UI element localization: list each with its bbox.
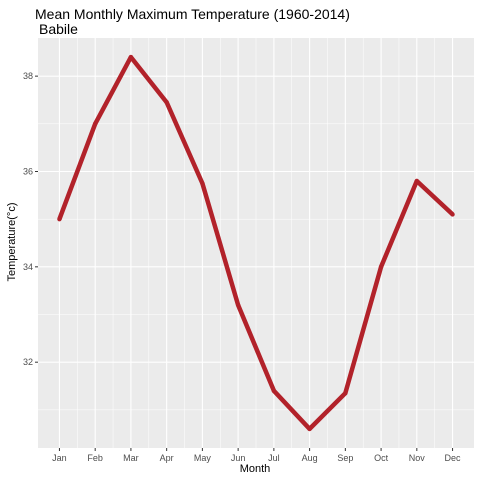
chart-title: Mean Monthly Maximum Temperature (1960-2…	[35, 6, 350, 22]
temperature-line	[57, 54, 455, 432]
data-point	[343, 390, 348, 396]
data-point	[450, 212, 455, 217]
x-tick-label: Feb	[87, 453, 103, 463]
x-tick-label: Dec	[445, 453, 462, 463]
y-tick-label: 34	[23, 262, 33, 272]
y-axis: 32 34 36 38	[23, 71, 38, 367]
chart-subtitle: Babile	[39, 21, 78, 37]
x-tick-label: Apr	[160, 453, 174, 463]
x-tick-label: Aug	[302, 453, 318, 463]
x-tick-label: May	[194, 453, 212, 463]
x-tick-label: Sep	[337, 453, 353, 463]
major-gridlines	[38, 38, 474, 448]
x-tick-label: Jul	[268, 453, 280, 463]
minor-gridlines	[38, 38, 474, 448]
x-axis: Jan Feb Mar Apr May Jun Jul Aug Sep Oct Nov Dec	[52, 448, 461, 463]
data-point	[378, 264, 384, 270]
x-tick-label: Mar	[123, 453, 139, 463]
x-axis-title: Month	[240, 463, 271, 475]
x-tick-label: Jun	[231, 453, 246, 463]
y-tick-label: 36	[23, 166, 33, 176]
data-point	[307, 426, 312, 432]
y-axis-title: Temperature(°c)	[6, 203, 18, 282]
data-point	[164, 100, 169, 105]
y-tick-label: 32	[23, 357, 33, 367]
data-point	[92, 121, 98, 127]
x-tick-label: Nov	[409, 453, 426, 463]
x-tick-label: Oct	[374, 453, 389, 463]
data-point	[414, 178, 420, 184]
data-point	[57, 216, 62, 222]
x-tick-label: Jan	[52, 453, 67, 463]
data-point	[271, 388, 277, 393]
data-point	[128, 54, 134, 60]
data-point	[235, 302, 241, 308]
series-layer	[57, 54, 455, 432]
data-point	[200, 181, 205, 186]
y-tick-label: 38	[23, 71, 33, 81]
